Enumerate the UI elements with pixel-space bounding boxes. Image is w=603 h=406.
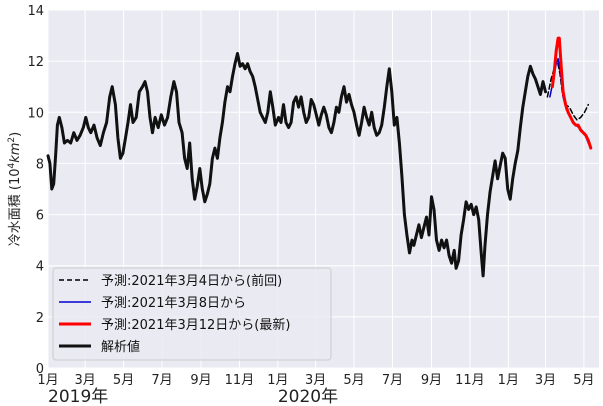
- y-tick-label: 10: [27, 106, 44, 121]
- y-tick-label: 4: [36, 260, 44, 275]
- legend-label: 予測:2021年3月4日から(前回): [101, 273, 282, 289]
- y-tick-label: 12: [27, 55, 44, 70]
- legend-label: 予測:2021年3月12日から(最新): [101, 317, 290, 333]
- series-line-2: [550, 36, 593, 150]
- y-tick-label: 8: [36, 157, 44, 172]
- x-year-label: 2020年: [278, 387, 338, 406]
- y-axis-label: 冷水面積 (104km2): [7, 132, 23, 247]
- x-tick-label: 9月: [421, 373, 442, 388]
- x-tick-label: 1月: [267, 373, 288, 388]
- x-year-label: 2019年: [48, 387, 108, 406]
- x-tick-label: 1月: [37, 373, 58, 388]
- x-tick-label: 5月: [113, 373, 134, 388]
- legend-label: 予測:2021年3月8日から: [101, 296, 246, 311]
- x-tick-label: 3月: [535, 373, 556, 388]
- series-lines: [46, 36, 593, 278]
- x-tick-label: 9月: [190, 373, 211, 388]
- y-tick-label: 0: [36, 362, 44, 377]
- x-tick-label: 7月: [382, 373, 403, 388]
- y-tick-label: 6: [36, 209, 44, 224]
- series-line-3: [46, 52, 547, 278]
- x-tick-label: 3月: [305, 373, 326, 388]
- x-tick-label: 11月: [225, 373, 255, 388]
- y-tick-label: 14: [27, 4, 44, 19]
- legend: 予測:2021年3月4日から(前回) 予測:2021年3月8日から予測:2021年…: [52, 267, 332, 361]
- x-tick-label: 11月: [455, 373, 485, 388]
- x-tick-label: 1月: [498, 373, 519, 388]
- legend-label: 解析値: [101, 339, 140, 355]
- x-tick-label: 5月: [343, 373, 364, 388]
- y-tick-label: 2: [36, 311, 44, 326]
- x-tick-label: 3月: [75, 373, 96, 388]
- x-tick-label: 7月: [151, 373, 172, 388]
- legend-box: [52, 267, 332, 361]
- y-axis-ticks: 0 2 4 6 8 10 12 14: [27, 4, 44, 377]
- x-tick-label: 5月: [573, 373, 594, 388]
- x-axis-ticks: 1月 3月 5月 7月 9月 11月 1月 3月 5月 7月 9月 11月 1月 3月 5月 2019年 202…: [37, 373, 594, 406]
